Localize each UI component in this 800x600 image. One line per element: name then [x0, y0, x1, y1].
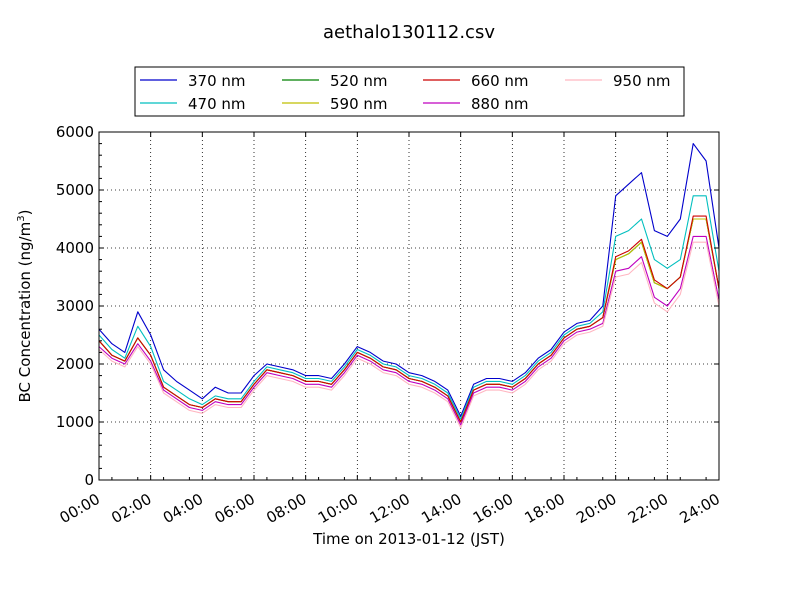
x-tick-label: 12:00	[367, 490, 413, 527]
series-line	[98, 235, 720, 426]
legend-label: 370 nm	[188, 72, 246, 90]
legend-label: 880 nm	[471, 95, 529, 113]
legend-box	[134, 66, 685, 117]
x-tick-label: 02:00	[108, 490, 154, 527]
x-tick-label: 20:00	[573, 490, 619, 527]
ticks: 00:00 02:00 04:00 06:00 08:00 10:00 12:00 14:00…	[56, 123, 723, 527]
x-tick-label: 00:00	[57, 490, 103, 527]
x-tick-label: 22:00	[625, 490, 671, 527]
legend-label: 470 nm	[188, 95, 246, 113]
x-tick-label: 18:00	[522, 490, 568, 527]
x-tick-label: 08:00	[263, 490, 309, 527]
x-tick-label: 14:00	[418, 490, 464, 527]
series-line	[98, 143, 720, 417]
y-tick-label: 0	[84, 471, 94, 489]
series-line	[98, 195, 720, 420]
legend: 370 nm 470 nm 520 nm 590 nm 660 nm 880 nm 950 …	[134, 66, 685, 117]
y-tick-label: 5000	[56, 181, 94, 199]
y-axis-label-suffix: )	[16, 210, 34, 216]
y-tick-label: 4000	[56, 239, 94, 257]
grid	[99, 132, 719, 480]
series-line	[98, 215, 720, 423]
y-tick-label: 6000	[56, 123, 94, 141]
x-axis-label: Time on 2013-01-12 (JST)	[312, 530, 505, 548]
series-line	[98, 241, 720, 429]
chart-title: aethalo130112.csv	[323, 22, 495, 43]
x-tick-label: 04:00	[160, 490, 206, 527]
x-tick-label: 10:00	[315, 490, 361, 527]
y-tick-label: 2000	[56, 355, 94, 373]
legend-label: 590 nm	[330, 95, 388, 113]
y-axis-label-main: BC Concentration (ng/m	[16, 222, 34, 403]
legend-label: 660 nm	[471, 72, 529, 90]
series-group	[98, 143, 720, 429]
x-tick-label: 24:00	[677, 490, 723, 527]
x-tick-label: 06:00	[212, 490, 258, 527]
y-tick-label: 1000	[56, 413, 94, 431]
y-axis-label: BC Concentration (ng/m3)	[16, 210, 34, 403]
legend-label: 950 nm	[613, 72, 671, 90]
legend-label: 520 nm	[330, 72, 388, 90]
y-tick-label: 3000	[56, 297, 94, 315]
x-tick-label: 16:00	[470, 490, 516, 527]
y-axis-label-superscript: 3	[16, 215, 27, 221]
